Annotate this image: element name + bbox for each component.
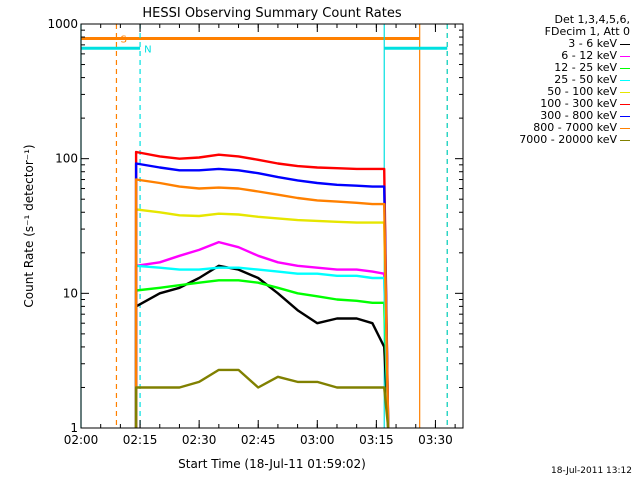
chart-title: HESSI Observing Summary Count Rates [142,6,401,21]
legend-decimation-line: FDecim 1, Att 0 [544,25,630,38]
legend-swatch [620,139,630,141]
x-tick-label: 02:45 [241,433,276,447]
y-tick-label: 1 [70,421,78,435]
flag-n-label: N [144,44,151,55]
legend-entry: 300 - 800 keV [468,110,630,122]
legend-swatch [620,127,630,129]
legend-swatch [620,115,630,117]
legend-entry: 6 - 12 keV [468,50,630,62]
legend-entry-label: 6 - 12 keV [561,49,617,62]
legend-entry: 7000 - 20000 keV [468,134,630,146]
legend-swatch [620,103,630,105]
legend-entry-label: 3 - 6 keV [568,37,617,50]
series-line-100-to-300keV [134,150,390,429]
legend-entries: 3 - 6 keV 6 - 12 keV 12 - 25 keV 25 - 50 ke… [468,38,630,146]
legend-entry-label: 25 - 50 keV [554,73,617,86]
x-axis-label: Start Time (18-Jul-11 01:59:02) [178,457,366,471]
x-tick-label: 03:30 [418,433,453,447]
legend: Det 1,3,4,5,6, FDecim 1, Att 0 3 - 6 keV… [468,14,630,146]
series-layer [134,150,390,429]
series-line-300-to-800keV [134,162,390,429]
series-line-12-to-25keV [134,279,390,429]
legend-entry: 100 - 300 keV [468,98,630,110]
y-tick-label: 100 [55,152,78,166]
series-line-6-to-12keV [134,240,390,429]
legend-swatch [620,43,630,45]
legend-entry: 12 - 25 keV [468,62,630,74]
y-tick-label: 10 [63,286,78,300]
plot-frame [80,23,464,429]
legend-entry-label: 300 - 800 keV [540,109,617,122]
series-line-3-to-6keV [134,264,390,429]
x-tick-label: 02:30 [182,433,217,447]
legend-entry: 800 - 7000 keV [468,122,630,134]
legend-entry: 50 - 100 keV [468,86,630,98]
x-tick-label: 03:15 [359,433,394,447]
x-tick-label: 02:15 [123,433,158,447]
series-line-25-to-50keV [134,264,390,429]
legend-swatch [620,79,630,81]
series-line-800-to-7000keV [134,178,390,429]
axis-layer: 02:00 02:15 02:30 02:45 03:00 03:15 03:30 1 10 10… [47,17,463,447]
legend-detector-line: Det 1,3,4,5,6, [554,13,630,26]
series-line-7000-to-20000keV [134,368,390,429]
legend-entry-label: 100 - 300 keV [540,97,617,110]
x-tick-label: 03:00 [300,433,335,447]
legend-entry-label: 7000 - 20000 keV [519,133,617,146]
legend-entry: 3 - 6 keV [468,38,630,50]
legend-swatch [620,67,630,69]
legend-swatch [620,91,630,93]
legend-entry-label: 800 - 7000 keV [533,121,617,134]
legend-entry-label: 50 - 100 keV [547,85,617,98]
flag-s-label: S [120,35,126,46]
x-tick-label: 02:00 [64,433,99,447]
legend-entry-label: 12 - 25 keV [554,61,617,74]
y-tick-label: 1000 [47,17,78,31]
y-axis-label: Count Rate (s⁻¹ detector⁻¹) [22,144,36,307]
series-line-50-to-100keV [134,208,390,429]
legend-swatch [620,55,630,57]
footer-date: 18-Jul-2011 13:12 [550,466,632,476]
legend-entry: 25 - 50 keV [468,74,630,86]
